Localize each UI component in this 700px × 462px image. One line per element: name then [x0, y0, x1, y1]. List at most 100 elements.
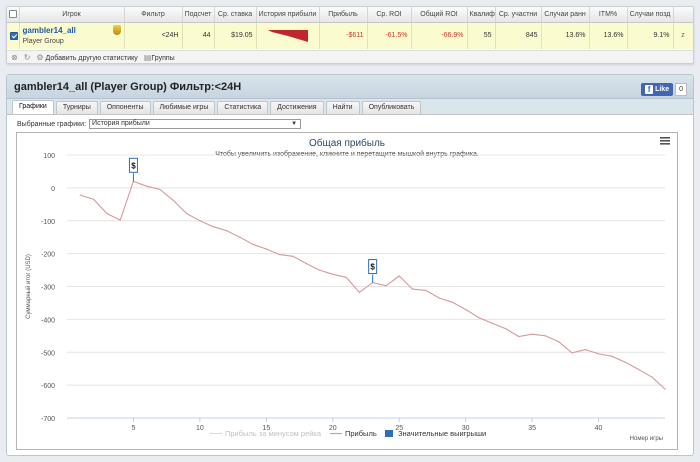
facebook-icon: f: [645, 85, 654, 94]
facebook-like-button[interactable]: f Like: [641, 83, 674, 96]
chart-selector: Выбранные графики: История прибыли: [17, 119, 302, 129]
player-name-link[interactable]: gambler14_all: [22, 25, 76, 35]
player-detail-panel: gambler14_all (Player Group) Фильтр:<24H…: [6, 74, 694, 456]
col-header-total-roi[interactable]: Общий ROI: [411, 7, 468, 23]
x-tick-label: 10: [196, 425, 204, 432]
legend-item-2[interactable]: Значительные выигрыши: [398, 429, 486, 438]
profit-sparkline: [267, 29, 308, 42]
profit-value: -$611: [319, 22, 368, 49]
groups-button[interactable]: ▤Группы: [144, 53, 175, 62]
profit-chart-container[interactable]: Общая прибыльЧтобы увеличить изображение…: [16, 132, 678, 450]
data-point: [332, 273, 334, 275]
data-point: [186, 212, 188, 215]
data-point: [491, 322, 493, 324]
stats-header-row: Игрок Фильтр Подсчет Ср. ставка История …: [7, 7, 693, 23]
data-point: [451, 301, 453, 303]
select-all-checkbox[interactable]: [9, 10, 17, 19]
chart-select-dropdown[interactable]: История прибыли: [89, 119, 302, 129]
data-point: [584, 349, 586, 351]
data-point: [611, 355, 613, 357]
profit-chart[interactable]: Общая прибыльЧтобы увеличить изображение…: [17, 133, 677, 449]
win-flag-box: [128, 157, 138, 173]
legend-item-0[interactable]: Прибыль за минусом рейка: [225, 429, 322, 438]
avg-entrants-value: 845: [495, 22, 542, 49]
sparkline-area: [267, 29, 308, 42]
late-value: 9.1%: [627, 22, 674, 49]
chart-menu-icon-bar: [660, 137, 670, 139]
data-point: [651, 376, 653, 378]
x-tick-label: 15: [262, 425, 270, 432]
facebook-like[interactable]: f Like 0: [641, 83, 687, 96]
select-all-checkbox-cell[interactable]: [7, 7, 20, 23]
avg-stake-value: $19.05: [214, 22, 257, 49]
gear-icon: ⚙: [36, 53, 44, 62]
data-point: [279, 254, 281, 256]
data-point: [518, 335, 520, 338]
tab-2[interactable]: Оппоненты: [99, 101, 151, 114]
chart-menu-icon-bar: [660, 143, 670, 145]
page-title: gambler14_all (Player Group) Фильтр:<24H: [14, 80, 242, 93]
col-header-count[interactable]: Подсчет: [182, 7, 215, 23]
y-tick-label: 0: [51, 186, 55, 193]
tab-3[interactable]: Любимые игры: [152, 101, 216, 114]
tab-6[interactable]: Найти: [325, 101, 360, 114]
data-point: [106, 212, 108, 215]
refresh-icon[interactable]: ↻: [23, 53, 31, 62]
more-cell[interactable]: z: [673, 22, 693, 49]
data-point: [478, 317, 480, 319]
row-checkbox[interactable]: [10, 31, 18, 40]
early-value: 13.6%: [541, 22, 590, 49]
y-tick-label: -500: [41, 350, 55, 357]
data-point: [438, 297, 440, 299]
col-header-avg-stake[interactable]: Ср. ставка: [214, 7, 257, 23]
col-header-more[interactable]: [673, 7, 693, 23]
col-header-avg-roi[interactable]: Ср. ROI: [367, 7, 412, 23]
data-point: [385, 285, 387, 287]
y-tick-label: -400: [41, 317, 55, 324]
tab-4[interactable]: Статистика: [217, 101, 269, 114]
tab-7[interactable]: Опубликовать: [361, 101, 422, 114]
tab-bar: Графики Турниры Оппоненты Любимые игры Стати…: [7, 99, 693, 115]
data-point: [119, 219, 121, 221]
y-axis-label: Суммарный итог (USD): [25, 254, 32, 319]
legend-item-1[interactable]: Прибыль: [345, 429, 377, 438]
data-point: [531, 333, 533, 335]
data-point: [571, 352, 573, 354]
col-header-avg-entrants[interactable]: Ср. участни: [495, 7, 542, 23]
tab-1[interactable]: Турниры: [55, 101, 98, 114]
data-point: [225, 230, 228, 232]
player-cell[interactable]: gambler14_all Player Group: [19, 22, 125, 49]
col-header-early[interactable]: Случаи ранн: [541, 7, 590, 23]
col-header-profit-history[interactable]: История прибыли: [256, 7, 320, 23]
chart-menu-icon[interactable]: [660, 137, 670, 145]
data-point: [345, 276, 347, 278]
col-header-qualif[interactable]: Квалифи: [467, 7, 496, 23]
tab-5[interactable]: Достижения: [270, 101, 324, 114]
col-header-itm[interactable]: ITM%: [589, 7, 628, 23]
chart-subtitle: Чтобы увеличить изображение, кликните и …: [215, 150, 479, 158]
chart-title: Общая прибыль: [309, 137, 385, 149]
delete-icon[interactable]: ⊗: [11, 53, 18, 62]
col-header-late[interactable]: Случаи позд: [627, 7, 674, 23]
row-checkbox-cell[interactable]: [7, 22, 20, 49]
y-tick-label: -100: [41, 219, 55, 226]
x-tick-label: 5: [131, 425, 135, 432]
y-tick-label: -300: [41, 285, 55, 292]
qualif-value: 55: [467, 22, 496, 49]
data-point: [172, 199, 174, 201]
data-point: [637, 368, 640, 370]
table-row[interactable]: gambler14_all Player Group <24H 44 $19.0…: [7, 22, 693, 49]
add-stats-button[interactable]: ⚙ Добавить другую статистику: [36, 53, 137, 62]
col-header-profit[interactable]: Прибыль: [319, 7, 368, 23]
col-header-filter[interactable]: Фильтр: [124, 7, 183, 23]
data-point: [159, 188, 161, 191]
award-badge-icon: [112, 25, 121, 36]
data-point: [558, 341, 560, 343]
tab-0[interactable]: Графики: [12, 100, 54, 114]
data-point: [199, 220, 201, 222]
stats-toolbar: ⊗ ↻ ⚙ Добавить другую статистику ▤Группы: [7, 50, 693, 63]
x-tick-label: 30: [462, 425, 470, 432]
win-flag-label: $: [370, 263, 375, 272]
col-header-player[interactable]: Игрок: [19, 7, 125, 23]
data-point: [292, 255, 294, 257]
